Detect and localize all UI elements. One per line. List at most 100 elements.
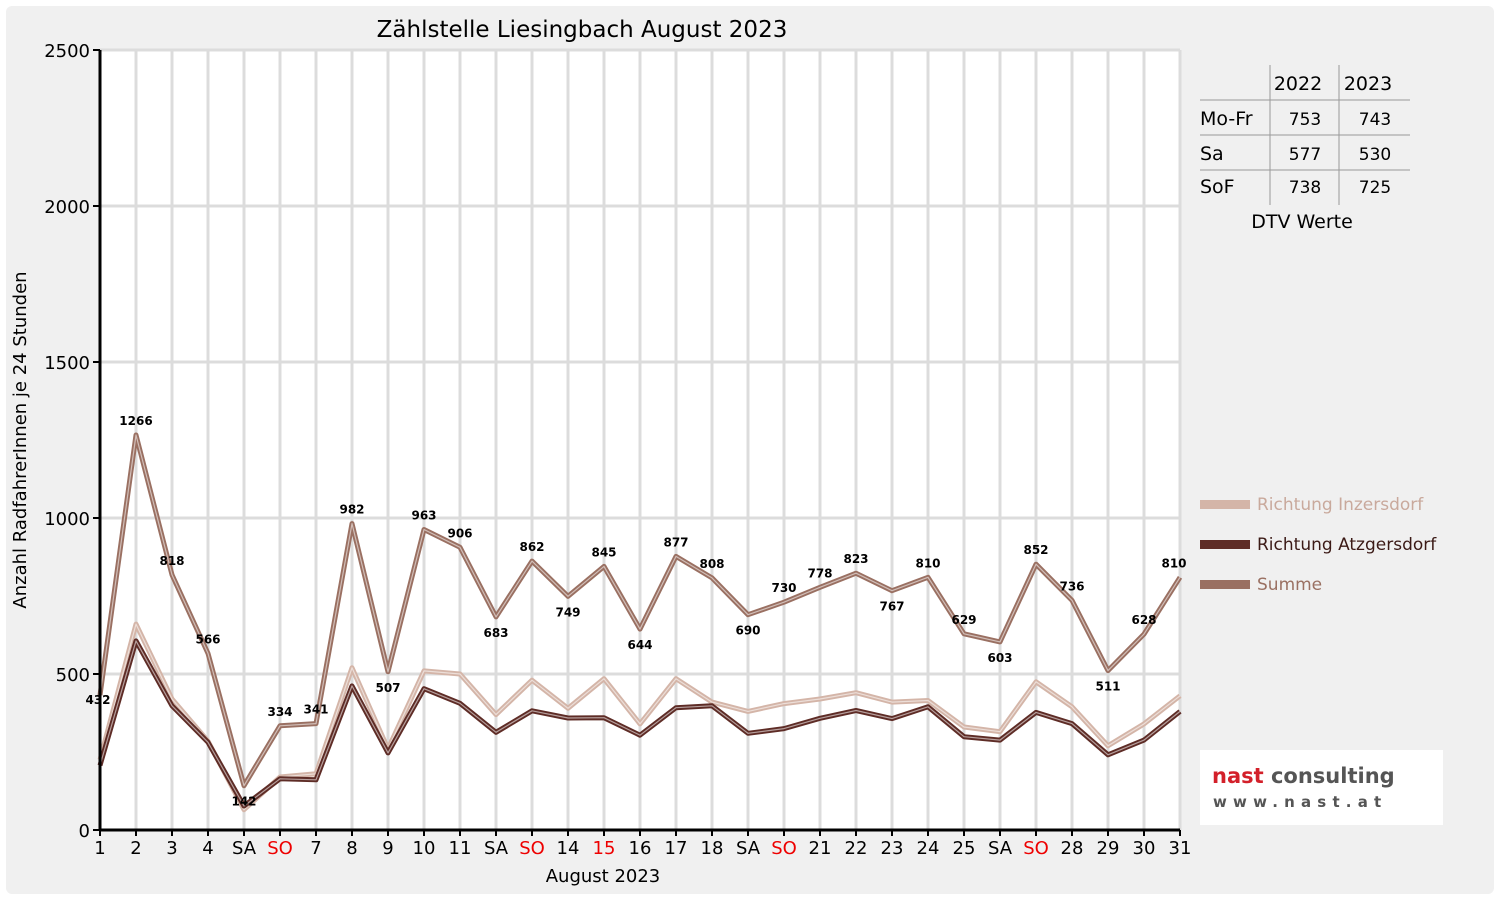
data-label: 778 xyxy=(807,566,832,580)
x-tick-label: 11 xyxy=(449,838,472,859)
data-label: 507 xyxy=(375,681,400,695)
x-tick-label: 14 xyxy=(557,838,580,859)
y-tick-label: 2500 xyxy=(44,41,90,62)
legend-label-atzgersdorf: Richtung Atzgersdorf xyxy=(1257,535,1437,555)
dtv-sa-2023: 530 xyxy=(1359,145,1391,165)
y-tick-label: 1000 xyxy=(44,509,90,530)
data-label: 1266 xyxy=(119,414,152,428)
logo-url: www.nast.at xyxy=(1213,793,1388,811)
logo-word-nast: nast xyxy=(1212,764,1264,788)
x-tick-label: SO xyxy=(519,838,545,859)
data-label: 644 xyxy=(627,638,652,652)
data-label: 982 xyxy=(339,503,364,517)
logo-wordmark: nast consulting xyxy=(1212,764,1395,788)
series-lines xyxy=(97,432,1183,813)
y-tick-label: 500 xyxy=(56,665,90,686)
x-tick-label: 24 xyxy=(917,838,940,859)
data-label: 629 xyxy=(951,613,976,627)
data-label: 334 xyxy=(267,705,292,719)
x-tick-label: 10 xyxy=(413,838,436,859)
x-tick-label: 21 xyxy=(809,838,832,859)
data-label: 142 xyxy=(231,795,256,809)
dtv-row-label-mofr: Mo-Fr xyxy=(1200,108,1253,130)
x-tick-label: SO xyxy=(1023,838,1049,859)
legend-swatch-atzgersdorf xyxy=(1200,540,1250,549)
x-tick-label: 28 xyxy=(1061,838,1084,859)
legend-swatch-summe xyxy=(1200,580,1250,589)
x-tick-label: 30 xyxy=(1133,838,1156,859)
dtv-mofr-2022: 753 xyxy=(1289,110,1321,130)
data-labels: 432 1266 818 566 142 334 341 982 507 963 906 683 862… xyxy=(85,414,1186,809)
x-tick-label: SA xyxy=(484,838,509,859)
data-label: 963 xyxy=(411,509,436,523)
data-label: 566 xyxy=(195,632,220,646)
x-tick-label: 2 xyxy=(130,838,141,859)
x-tick-label: 23 xyxy=(881,838,904,859)
data-label: 906 xyxy=(447,526,472,540)
legend: Richtung Inzersdorf Richtung Atzgersdorf… xyxy=(1200,495,1437,595)
data-label: 628 xyxy=(1131,613,1156,627)
dtv-sa-2022: 577 xyxy=(1289,145,1321,165)
data-label: 511 xyxy=(1095,680,1120,694)
x-tick-label: 17 xyxy=(665,838,688,859)
dtv-mofr-2023: 743 xyxy=(1359,110,1391,130)
data-label: 749 xyxy=(555,605,580,619)
y-tick-label: 2000 xyxy=(44,197,90,218)
x-tick-label: SA xyxy=(232,838,257,859)
data-label: 823 xyxy=(843,552,868,566)
dtv-sof-2023: 725 xyxy=(1359,178,1391,198)
x-tick-label: 8 xyxy=(346,838,357,859)
data-label: 690 xyxy=(735,624,760,638)
data-label: 808 xyxy=(699,557,724,571)
data-label: 767 xyxy=(879,600,904,614)
data-label: 603 xyxy=(987,651,1012,665)
data-label: 862 xyxy=(519,540,544,554)
x-axis-title: August 2023 xyxy=(546,866,661,887)
legend-label-summe: Summe xyxy=(1257,575,1322,595)
x-tick-label: 3 xyxy=(166,838,177,859)
x-tick-label: 25 xyxy=(953,838,976,859)
x-tick-label: 4 xyxy=(202,838,213,859)
x-tick-label: SO xyxy=(267,838,293,859)
data-label: 852 xyxy=(1023,543,1048,557)
x-tick-label: 1 xyxy=(94,838,105,859)
x-tick-label: 18 xyxy=(701,838,724,859)
dtv-col-2022: 2022 xyxy=(1274,73,1322,95)
x-tick-label: 9 xyxy=(382,838,393,859)
legend-label-inzersdorf: Richtung Inzersdorf xyxy=(1257,495,1424,515)
data-label: 810 xyxy=(915,556,940,570)
series-line-highlight-2 xyxy=(99,434,1181,787)
data-label: 818 xyxy=(159,554,184,568)
data-label: 683 xyxy=(483,626,508,640)
x-tick-label: 7 xyxy=(310,838,321,859)
data-label: 341 xyxy=(303,703,328,717)
y-tick-label: 1500 xyxy=(44,353,90,374)
dtv-caption: DTV Werte xyxy=(1251,211,1353,233)
series-line-highlight-1 xyxy=(99,640,1181,807)
dtv-sof-2022: 738 xyxy=(1289,178,1321,198)
y-axis-title: Anzahl RadfahrerInnen je 24 Stunden xyxy=(10,271,31,608)
legend-swatch-inzersdorf xyxy=(1200,500,1250,509)
dtv-table: 2022 2023 Mo-Fr 753 743 Sa 577 530 SoF 7… xyxy=(1200,65,1410,233)
dtv-row-label-sof: SoF xyxy=(1200,176,1235,198)
data-label: 877 xyxy=(663,535,688,549)
x-tick-label: 15 xyxy=(593,838,616,859)
chart-title: Zählstelle Liesingbach August 2023 xyxy=(377,17,788,43)
data-label: 736 xyxy=(1059,579,1084,593)
y-tick-label: 0 xyxy=(79,821,90,842)
x-tick-label: 22 xyxy=(845,838,868,859)
x-tick-label: SA xyxy=(988,838,1013,859)
logo-word-consulting: consulting xyxy=(1270,764,1395,788)
x-tick-label: 16 xyxy=(629,838,652,859)
x-tick-label: 29 xyxy=(1097,838,1120,859)
x-tick-label: SA xyxy=(736,838,761,859)
data-label: 810 xyxy=(1161,556,1186,570)
company-logo: nast consulting www.nast.at xyxy=(1200,750,1443,825)
x-tick-label: SO xyxy=(771,838,797,859)
x-tick-label: 31 xyxy=(1169,838,1192,859)
dtv-row-label-sa: Sa xyxy=(1200,143,1224,165)
dtv-col-2023: 2023 xyxy=(1344,73,1392,95)
data-label: 845 xyxy=(591,545,616,559)
